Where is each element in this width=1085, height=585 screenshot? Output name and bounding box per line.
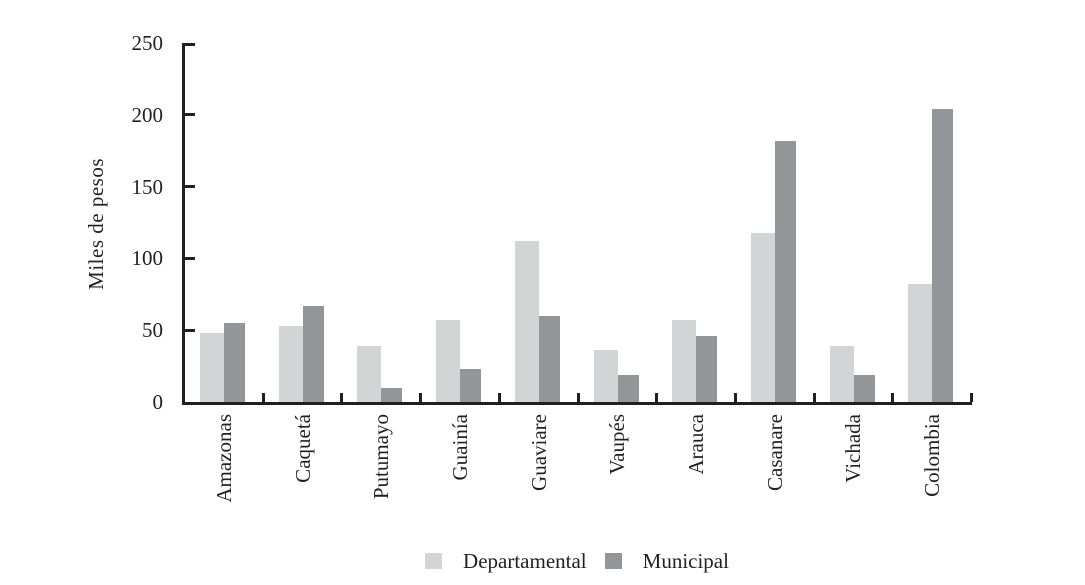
legend-swatch-departamental xyxy=(425,553,443,569)
bar-departamental-amazonas xyxy=(200,333,224,402)
legend-swatch-municipal xyxy=(604,553,622,569)
bar-municipal-casanare xyxy=(774,140,796,402)
legend: Departamental Municipal xyxy=(182,546,972,576)
y-tick-label-250: 250 xyxy=(131,31,164,55)
bar-departamental-guaviare xyxy=(514,241,539,402)
bar-municipal-caqueta xyxy=(302,305,324,402)
x-axis-tick xyxy=(812,393,816,402)
y-axis-tick-100 xyxy=(185,256,195,260)
x-category-label-vichada: Vichada xyxy=(841,414,866,483)
x-axis-category-labels: Amazonas Caquetá Putumayo Guainía Guaviare Va… xyxy=(185,414,972,539)
x-category-cell-amazonas: Amazonas xyxy=(185,414,264,539)
bar-departamental-colombia xyxy=(908,284,933,402)
bar-municipal-vaupes xyxy=(617,374,639,402)
x-category-cell-arauca: Arauca xyxy=(657,414,736,539)
y-tick-label-0: 0 xyxy=(152,390,164,414)
x-category-label-amazonas: Amazonas xyxy=(211,414,236,503)
y-axis-tick-250 xyxy=(185,43,195,46)
y-axis-title-container: Miles de pesos xyxy=(82,43,110,405)
x-category-label-colombia: Colombia xyxy=(920,414,945,497)
y-tick-label-100: 100 xyxy=(131,246,164,271)
x-category-cell-guaviare: Guaviare xyxy=(500,414,579,539)
bar-municipal-putumayo xyxy=(381,387,403,402)
x-axis-tick xyxy=(576,393,580,402)
x-axis-tick xyxy=(655,393,659,402)
x-category-label-arauca: Arauca xyxy=(684,414,709,475)
x-axis-tick xyxy=(261,393,265,402)
x-axis-tick xyxy=(340,393,344,402)
legend-item-municipal: Municipal xyxy=(604,548,729,574)
bar-departamental-caqueta xyxy=(278,325,303,402)
bar-departamental-putumayo xyxy=(357,346,382,402)
plot-area: 0 50 100 150 200 250 xyxy=(132,31,973,414)
x-category-cell-casanare: Casanare xyxy=(736,414,815,539)
legend-label-departamental: Departamental xyxy=(463,548,587,573)
legend-item-departamental: Departamental xyxy=(425,549,587,574)
x-category-label-caqueta: Caquetá xyxy=(290,414,315,483)
bar-departamental-guainia xyxy=(436,320,461,402)
x-category-label-vaupes: Vaupés xyxy=(605,414,630,475)
x-axis-tick xyxy=(891,393,895,402)
y-axis-tick-200 xyxy=(185,113,195,117)
x-axis-tick xyxy=(497,393,501,402)
x-axis-tick xyxy=(419,393,423,402)
bar-municipal-vichada xyxy=(853,374,875,402)
x-category-cell-vichada: Vichada xyxy=(815,414,894,539)
bar-departamental-casanare xyxy=(750,232,775,402)
x-category-label-guainia: Guainía xyxy=(447,414,472,481)
bar-municipal-arauca xyxy=(696,335,718,402)
y-axis-title: Miles de pesos xyxy=(83,158,108,290)
x-category-label-casanare: Casanare xyxy=(762,414,787,491)
y-tick-label-50: 50 xyxy=(142,318,163,343)
x-category-cell-colombia: Colombia xyxy=(893,414,972,539)
y-axis-tick-150 xyxy=(185,185,195,189)
x-category-cell-guainia: Guainía xyxy=(421,414,500,539)
bar-municipal-colombia xyxy=(932,109,954,402)
x-category-cell-vaupes: Vaupés xyxy=(579,414,658,539)
legend-label-municipal: Municipal xyxy=(642,548,729,573)
bar-municipal-guainia xyxy=(460,368,482,402)
x-category-cell-putumayo: Putumayo xyxy=(342,414,421,539)
bar-departamental-vaupes xyxy=(593,350,618,402)
x-axis-tick xyxy=(970,393,973,402)
bar-departamental-vichada xyxy=(829,346,854,402)
y-tick-label-200: 200 xyxy=(131,102,164,127)
bar-municipal-amazonas xyxy=(224,323,245,402)
x-category-cell-caqueta: Caquetá xyxy=(264,414,343,539)
x-category-label-putumayo: Putumayo xyxy=(369,414,394,500)
y-axis-tick-50 xyxy=(185,328,195,332)
x-axis-tick xyxy=(733,393,737,402)
y-tick-label-150: 150 xyxy=(131,174,164,199)
bar-departamental-arauca xyxy=(672,320,697,402)
x-category-label-guaviare: Guaviare xyxy=(526,414,551,491)
bar-municipal-guaviare xyxy=(538,315,560,402)
